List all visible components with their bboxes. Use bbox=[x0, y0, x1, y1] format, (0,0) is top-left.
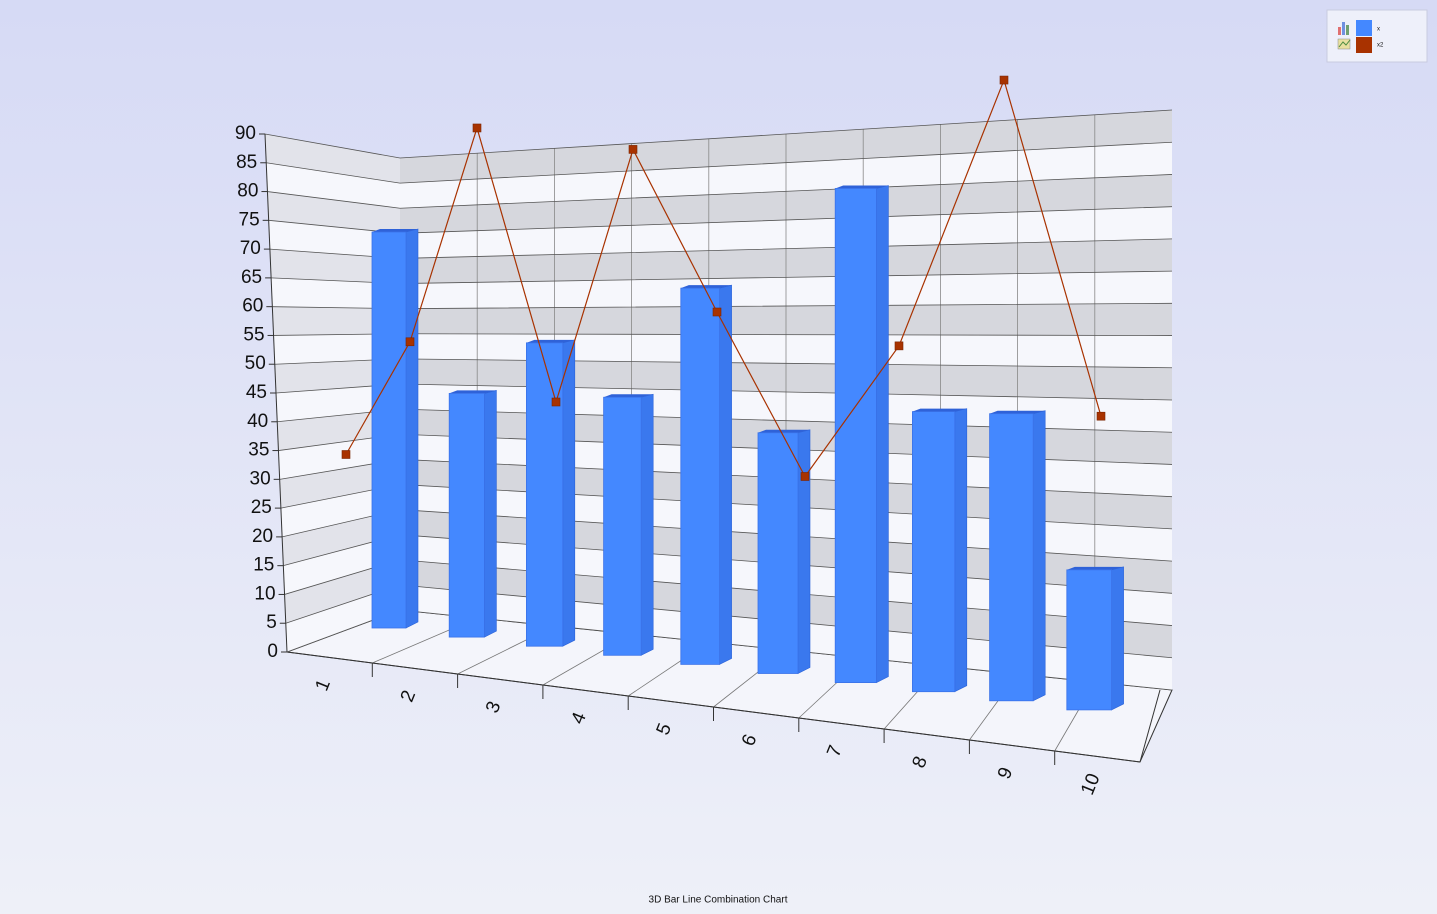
y-tick-label: 40 bbox=[247, 411, 268, 432]
bar-top bbox=[989, 410, 1046, 414]
bar-side bbox=[640, 393, 654, 656]
bar bbox=[989, 413, 1034, 702]
left-wall-band bbox=[277, 409, 400, 451]
y-tick-label: 20 bbox=[252, 526, 273, 547]
grid-line bbox=[267, 174, 1173, 209]
y-tick-label: 35 bbox=[248, 440, 269, 461]
left-wall-band bbox=[266, 162, 400, 209]
y-tick-label: 75 bbox=[239, 209, 260, 230]
y-tick-label: 15 bbox=[253, 555, 274, 576]
bar bbox=[526, 342, 564, 647]
left-wall-band bbox=[271, 277, 400, 309]
bar-side bbox=[562, 339, 576, 647]
bar-side bbox=[405, 228, 419, 629]
bar-side bbox=[719, 284, 732, 665]
bar bbox=[603, 396, 642, 656]
bar bbox=[834, 188, 877, 684]
legend-line-icon bbox=[1337, 38, 1351, 50]
legend-box bbox=[1326, 9, 1428, 63]
y-tick-label: 85 bbox=[236, 152, 257, 173]
bar-top bbox=[1066, 566, 1124, 570]
bar-top bbox=[758, 429, 810, 433]
y-tick-label: 30 bbox=[250, 468, 271, 489]
left-wall-band bbox=[269, 249, 400, 284]
left-wall-band bbox=[283, 534, 400, 595]
left-wall-band bbox=[285, 584, 400, 652]
bar bbox=[912, 411, 956, 693]
y-tick-label: 50 bbox=[245, 353, 266, 374]
y-axis bbox=[264, 133, 288, 653]
line-marker bbox=[405, 337, 415, 347]
line-marker bbox=[894, 341, 904, 351]
plot bbox=[341, 75, 1124, 711]
y-tick-label: 45 bbox=[246, 382, 267, 403]
line-marker bbox=[712, 307, 722, 317]
bar-top bbox=[835, 185, 889, 189]
legend-label: x bbox=[1377, 27, 1380, 33]
legend-label: x2 bbox=[1377, 43, 1384, 49]
line-marker bbox=[999, 75, 1009, 85]
left-wall-band bbox=[276, 384, 400, 422]
bar bbox=[757, 432, 799, 674]
line-marker bbox=[1096, 411, 1106, 421]
bar-top bbox=[912, 408, 967, 412]
legend-swatch bbox=[1356, 37, 1372, 53]
bar-side bbox=[876, 185, 889, 684]
left-wall-band bbox=[280, 484, 400, 537]
line bbox=[345, 78, 1102, 478]
y-tick-label: 65 bbox=[241, 267, 262, 288]
grid-line bbox=[266, 141, 1173, 184]
line-marker bbox=[800, 472, 810, 481]
y-tick-label: 0 bbox=[267, 641, 278, 662]
line-marker bbox=[472, 123, 482, 133]
y-tick-label: 80 bbox=[237, 181, 258, 202]
right-edge bbox=[1139, 689, 1161, 763]
bar-top bbox=[449, 390, 497, 394]
left-wall-band bbox=[274, 358, 400, 393]
x-axis bbox=[286, 651, 1141, 763]
y-tick-label: 60 bbox=[242, 296, 263, 317]
y-tick-label: 90 bbox=[235, 123, 256, 144]
bar-side bbox=[1111, 566, 1124, 711]
bar-top bbox=[372, 229, 418, 232]
line-marker bbox=[628, 145, 638, 154]
bar-side bbox=[484, 390, 497, 638]
line-marker bbox=[551, 397, 561, 407]
left-wall-band bbox=[267, 191, 400, 234]
legend: x x2 bbox=[1326, 9, 1428, 63]
y-tick-label: 10 bbox=[254, 583, 275, 604]
bar-top bbox=[603, 394, 654, 398]
left-wall-band bbox=[279, 459, 400, 509]
left-wall-band bbox=[273, 333, 400, 365]
left-wall-band bbox=[284, 559, 400, 624]
legend-swatch bbox=[1356, 20, 1372, 36]
bar bbox=[371, 231, 407, 629]
bar bbox=[1066, 569, 1113, 711]
grid-line bbox=[264, 109, 1173, 159]
left-wall-band bbox=[282, 509, 400, 566]
y-tick-label: 70 bbox=[240, 238, 261, 259]
bar bbox=[448, 393, 485, 638]
chart-title: 3D Bar Line Combination Chart bbox=[649, 895, 788, 906]
left-wall-band bbox=[265, 134, 400, 184]
left-wall-band bbox=[272, 306, 400, 336]
legend-bar-icon bbox=[1338, 22, 1349, 35]
left-wall-band bbox=[268, 220, 400, 259]
left-wall-band bbox=[278, 434, 400, 480]
bar-side bbox=[954, 408, 968, 693]
y-tick-label: 25 bbox=[251, 497, 272, 518]
y-tick-label: 55 bbox=[243, 324, 264, 345]
line-marker bbox=[341, 450, 351, 459]
bar-side bbox=[1032, 410, 1046, 702]
bar-top bbox=[680, 285, 732, 289]
y-tick-label: 5 bbox=[266, 612, 277, 633]
bar bbox=[680, 287, 720, 665]
